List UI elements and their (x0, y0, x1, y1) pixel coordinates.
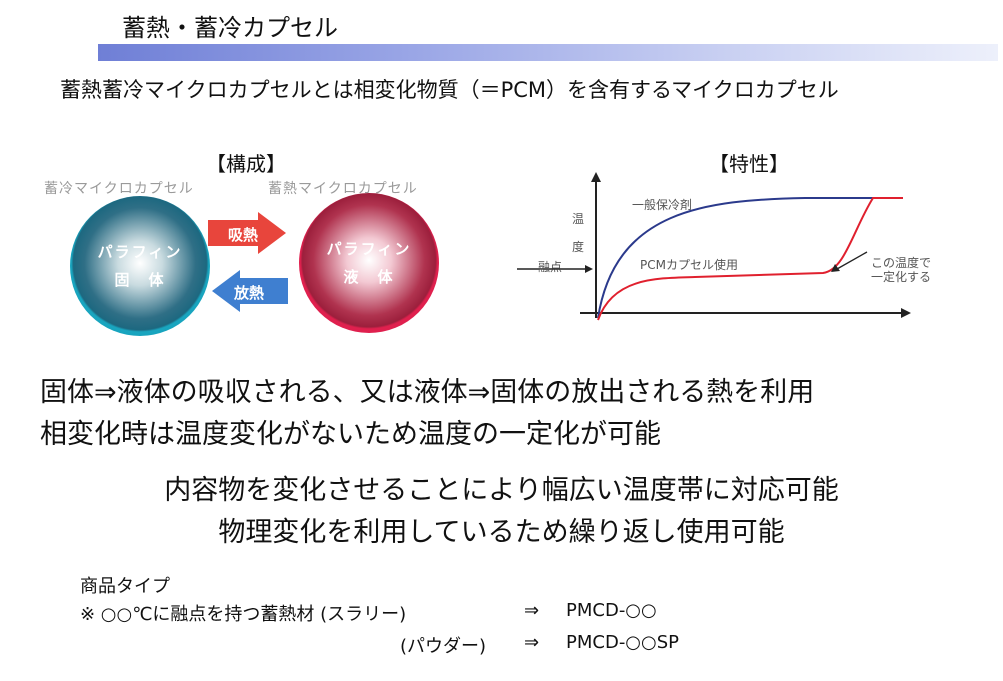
heat-capsule-label: 蓄熱マイクロカプセル (268, 181, 418, 197)
absorb-arrow-icon (208, 212, 286, 254)
products-note: ※ ○○℃に融点を持つ蓄熱材 (スラリー) (80, 604, 407, 625)
constant-annotation-line1: この温度で (871, 256, 932, 270)
cool-circle-line1: パラフィン (97, 243, 183, 261)
series-pcm-line (597, 197, 903, 321)
series-general-label: 一般保冷剤 (632, 198, 693, 212)
statement-3: 内容物を変化させることにより幅広い温度帯に対応可能 (164, 475, 839, 506)
page-title: 蓄熱・蓄冷カプセル (122, 14, 338, 42)
series-pcm-label: PCMカプセル使用 (640, 258, 738, 272)
cool-capsule-label: 蓄冷マイクロカプセル (44, 181, 194, 197)
composition-heading: 【構成】 (206, 152, 286, 176)
powder-code: PMCD-○○SP (566, 632, 680, 653)
statement-2: 相変化時は温度変化がないため温度の一定化が可能 (40, 419, 661, 450)
powder-type: (パウダー) (400, 636, 487, 657)
heat-capsule-circle: パラフィン 液 体 (299, 193, 439, 333)
characteristics-heading: 【特性】 (709, 152, 789, 176)
release-label: 放熱 (234, 284, 265, 302)
statement-4: 物理変化を利用しているため繰り返し使用可能 (218, 517, 785, 548)
heat-circle-line2: 液 体 (343, 268, 395, 286)
x-axis-arrowhead-icon (901, 308, 911, 318)
slurry-arrow: ⇒ (524, 600, 540, 621)
melting-point-arrowhead-icon (585, 265, 593, 273)
subtitle: 蓄熱蓄冷マイクロカプセルとは相変化物質（＝PCM）を含有するマイクロカプセル (60, 78, 839, 102)
characteristics-chart (517, 172, 911, 321)
constant-annotation-text: この温度で 一定化する (871, 256, 931, 284)
y-axis-label: 温 度 (572, 212, 585, 254)
y-axis-arrowhead-icon (591, 172, 601, 182)
series-general-line (597, 197, 903, 319)
title-bar (98, 44, 998, 61)
absorb-label: 吸熱 (228, 226, 259, 244)
statement-1: 固体⇒液体の吸収される、又は液体⇒固体の放出される熱を利用 (40, 377, 815, 408)
constant-annotation-arrowhead-icon (831, 264, 840, 272)
heat-circle-line1: パラフィン (326, 240, 412, 258)
products-heading: 商品タイプ (80, 576, 170, 597)
melting-point-label: 融点 (538, 260, 563, 274)
cool-capsule-circle: パラフィン 固 体 (70, 196, 210, 336)
release-arrow-icon (212, 270, 288, 312)
slurry-code: PMCD-○○ (566, 600, 657, 621)
cool-circle-line2: 固 体 (114, 271, 166, 289)
constant-annotation-line2: 一定化する (871, 270, 932, 284)
constant-annotation-pointer (836, 251, 868, 270)
powder-arrow: ⇒ (524, 632, 540, 653)
